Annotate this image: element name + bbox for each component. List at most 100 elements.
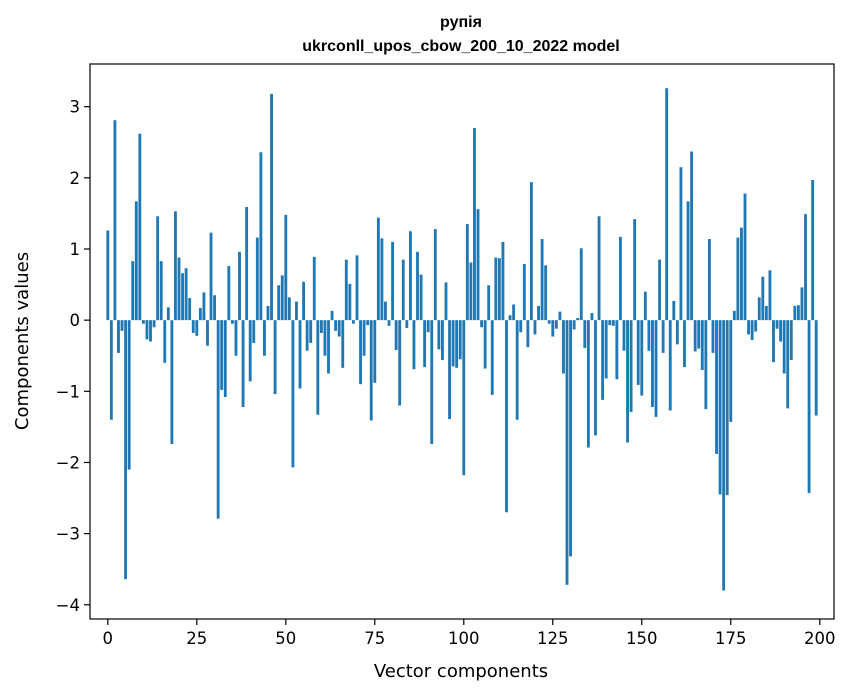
bar-130 [569,320,572,557]
bar-90 [426,320,430,333]
bar-133 [579,248,583,321]
bar-140 [604,320,608,379]
bar-5 [124,320,128,580]
bar-39 [245,207,249,321]
bar-127 [558,311,562,321]
bar-141 [608,320,612,326]
bar-116 [519,320,523,333]
bar-134 [583,320,587,348]
y-tick-label: 3 [70,98,81,117]
bar-92 [433,229,437,321]
bar-183 [757,297,761,321]
y-axis-label: Components values [12,252,33,430]
plot-frame [89,63,835,620]
bar-26 [198,308,202,321]
bar-84 [405,320,409,328]
bar-161 [679,167,683,321]
bar-19 [174,211,177,321]
bar-21 [181,273,184,321]
bar-62 [327,320,330,374]
bar-105 [480,320,484,328]
bar-70 [355,255,359,321]
bar-83 [401,259,405,321]
bar-119 [529,182,533,321]
bar-151 [643,291,647,321]
bar-43 [259,152,263,321]
bar-14 [156,216,160,321]
x-tick-label: 175 [715,629,747,648]
bar-177 [736,237,740,321]
bar-46 [270,93,273,321]
y-tick-label: 1 [70,240,81,259]
bar-91 [430,320,434,444]
bar-37 [238,251,241,321]
bar-164 [690,151,694,321]
bar-160 [675,320,679,345]
bar-123 [544,265,548,321]
bar-9 [138,133,142,321]
bar-124 [547,320,551,324]
bar-61 [323,320,327,356]
y-tick-label: −3 [56,525,80,544]
bar-199 [814,320,818,416]
y-axis: 3 2 1 0 −1 −2 −3 −4 [56,98,90,615]
bar-168 [704,320,708,410]
bar-148 [633,219,637,321]
bar-132 [576,318,580,321]
bar-197 [807,320,811,494]
bar-136 [590,313,594,321]
y-tick-label: 2 [70,169,81,188]
bar-173 [722,320,726,591]
bar-50 [284,214,288,321]
bar-149 [636,320,640,385]
bar-152 [647,320,651,351]
x-axis-label: Vector components [374,661,548,682]
y-tick-label: −1 [56,382,80,401]
bar-158 [668,320,672,411]
bar-184 [761,276,765,321]
bar-80 [391,241,395,321]
bar-88 [419,274,423,321]
bar-182 [754,320,758,332]
bar-121 [537,305,540,321]
bar-11 [145,320,149,340]
bar-53 [295,301,298,321]
bar-85 [408,231,412,321]
bar-171 [715,320,718,454]
bar-146 [626,320,629,443]
bar-7 [131,261,135,321]
bar-172 [718,320,722,495]
bar-15 [159,261,163,321]
bar-100 [462,320,466,476]
bar-38 [241,320,245,407]
bar-176 [732,310,736,321]
bar-169 [707,239,711,321]
bar-2 [113,120,117,321]
bar-156 [661,320,665,353]
x-tick-label: 0 [103,629,114,648]
x-tick-label: 25 [186,629,207,648]
bar-180 [747,320,750,335]
x-axis: 0 25 50 75 100 125 150 175 200 [103,619,836,648]
bar-126 [554,320,558,329]
bar-87 [416,251,419,321]
bar-54 [298,320,302,389]
y-tick-label: −4 [56,596,80,615]
bar-72 [362,320,366,356]
bar-13 [152,320,156,328]
bar-159 [672,300,676,321]
bar-155 [658,259,661,321]
bar-40 [248,320,252,382]
bar-167 [700,320,704,370]
bar-104 [476,209,480,321]
bar-77 [380,238,384,321]
bar-106 [483,320,487,369]
bar-163 [686,201,690,321]
bar-78 [384,301,387,321]
bar-188 [775,320,779,329]
bar-47 [273,320,277,395]
y-tick-label: −2 [56,453,80,472]
bar-55 [302,281,306,321]
bar-24 [191,320,195,333]
